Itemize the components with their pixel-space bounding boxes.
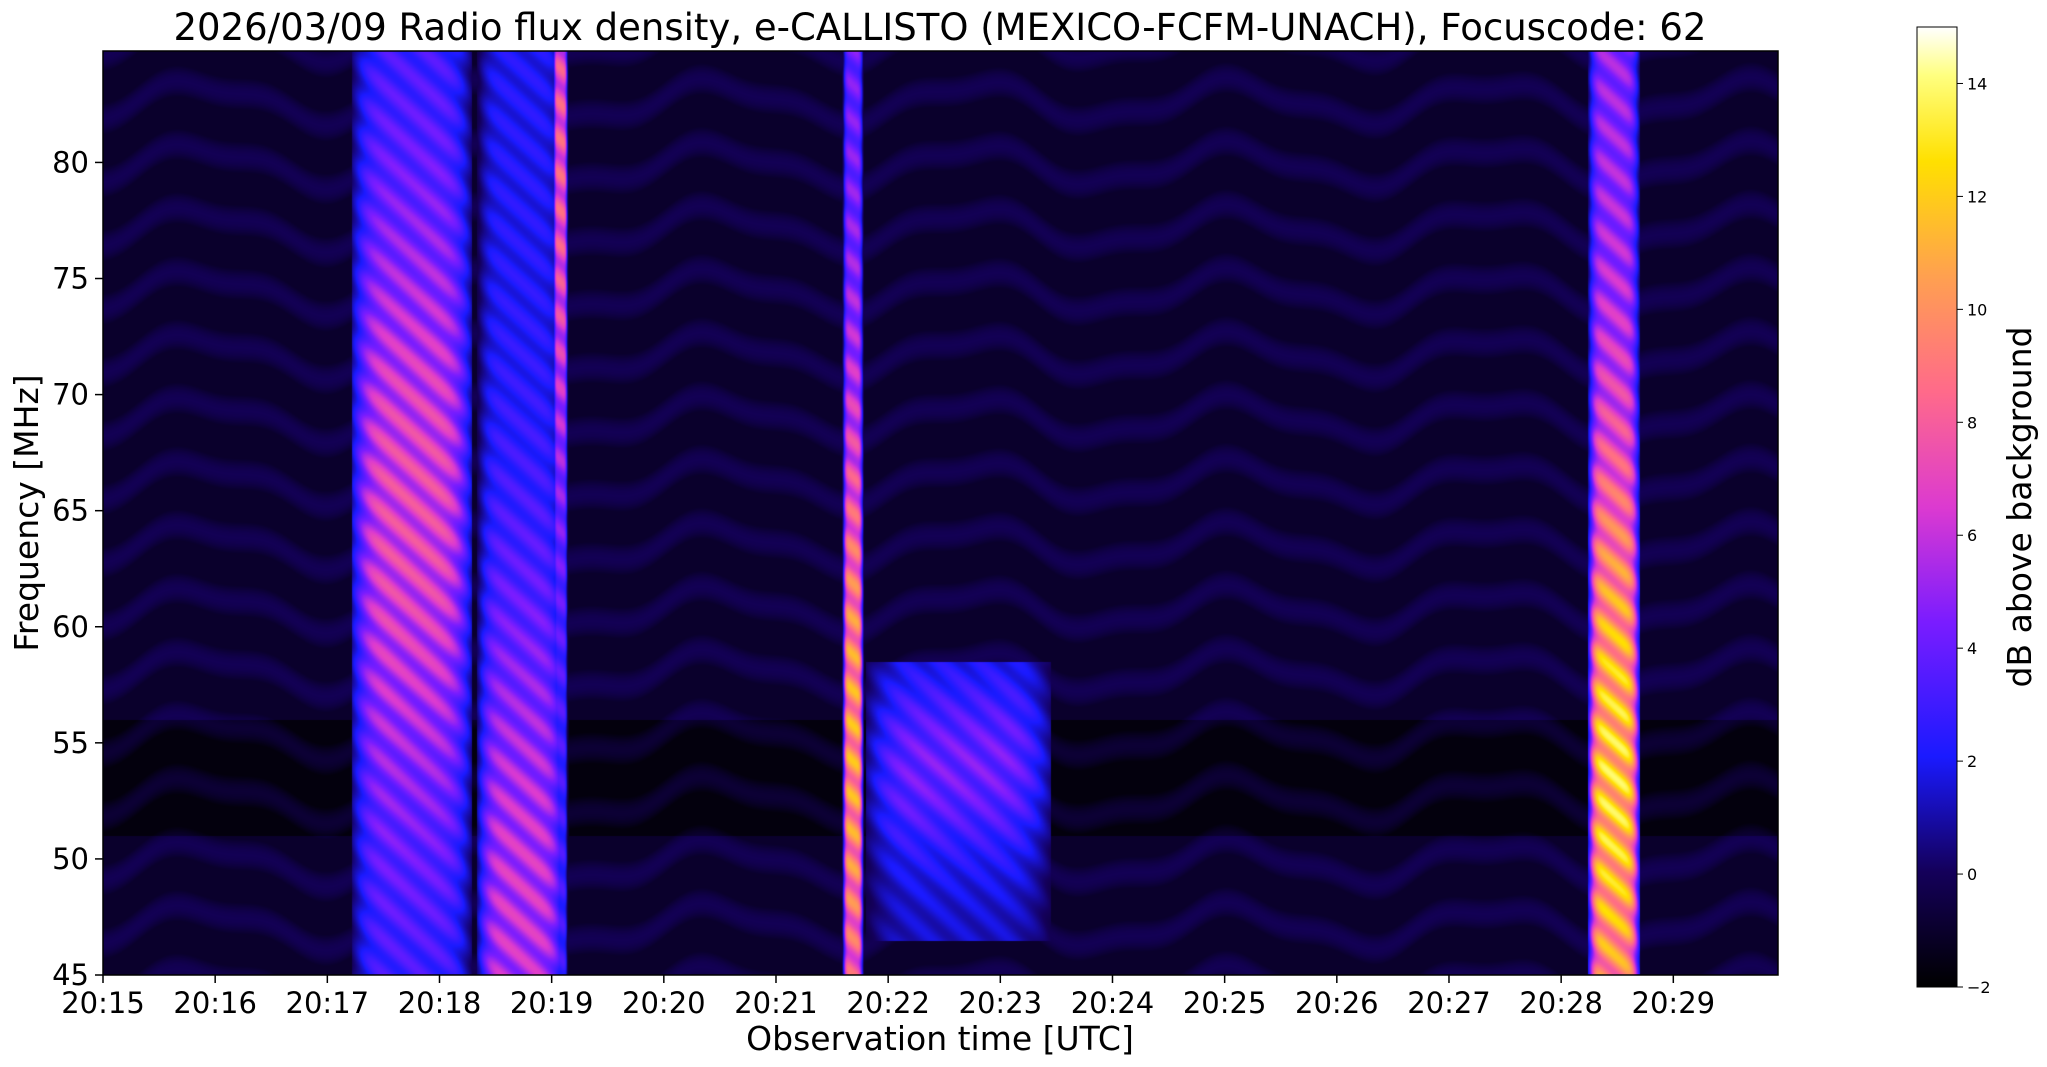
colorbar-ticks: −2 0 2 4 6 8 10 12 14 bbox=[1957, 74, 1991, 997]
x-tick-label: 20:29 bbox=[1632, 986, 1716, 1020]
y-tick-label: 45 bbox=[52, 958, 89, 992]
x-tick-label: 20:22 bbox=[846, 986, 930, 1020]
x-tick-label: 20:21 bbox=[734, 986, 818, 1020]
colorbar-tick-label: −2 bbox=[1967, 978, 1991, 997]
y-tick-label: 80 bbox=[52, 145, 89, 179]
x-axis-label: Observation time [UTC] bbox=[746, 1019, 1134, 1058]
y-axis: 45 50 55 60 65 70 75 80 bbox=[52, 145, 103, 992]
x-tick-label: 20:20 bbox=[622, 986, 706, 1020]
x-tick-label: 20:24 bbox=[1071, 986, 1155, 1020]
y-tick-label: 50 bbox=[52, 842, 89, 876]
y-tick-label: 60 bbox=[52, 610, 89, 644]
x-tick-label: 20:28 bbox=[1519, 986, 1603, 1020]
plot-area bbox=[102, 50, 1779, 976]
colorbar-tick-label: 12 bbox=[1967, 187, 1987, 206]
x-tick-label: 20:23 bbox=[959, 986, 1043, 1020]
colorbar-tick-label: 10 bbox=[1967, 300, 1987, 319]
x-tick-label: 20:15 bbox=[61, 986, 145, 1020]
colorbar-tick-label: 4 bbox=[1967, 639, 1977, 658]
y-axis-label: Frequency [MHz] bbox=[7, 374, 46, 651]
x-tick-label: 20:17 bbox=[286, 986, 370, 1020]
colorbar: −2 0 2 4 6 8 10 12 14 dB above background bbox=[1916, 26, 2039, 997]
colorbar-tick-label: 6 bbox=[1967, 526, 1977, 545]
y-tick-label: 65 bbox=[52, 494, 89, 528]
x-tick-label: 20:19 bbox=[510, 986, 594, 1020]
colorbar-label: dB above background bbox=[2000, 327, 2039, 688]
x-tick-label: 20:27 bbox=[1407, 986, 1491, 1020]
spectrogram-heatmap bbox=[103, 51, 1778, 975]
colorbar-tick-label: 8 bbox=[1967, 413, 1977, 432]
y-tick-label: 75 bbox=[52, 262, 89, 296]
x-tick-label: 20:18 bbox=[398, 986, 482, 1020]
x-tick-label: 20:25 bbox=[1183, 986, 1267, 1020]
x-axis: 20:15 20:16 20:17 20:18 20:19 20:20 20:21 20:22… bbox=[61, 975, 1715, 1020]
colorbar-tick-label: 14 bbox=[1967, 74, 1987, 93]
colorbar-gradient bbox=[1916, 26, 1958, 988]
chart-title: 2026/03/09 Radio flux density, e-CALLIST… bbox=[174, 6, 1707, 49]
plot-frame bbox=[102, 50, 1779, 976]
y-tick-label: 55 bbox=[52, 726, 89, 760]
x-tick-label: 20:26 bbox=[1295, 986, 1379, 1020]
colorbar-tick-label: 2 bbox=[1967, 752, 1977, 771]
y-tick-label: 70 bbox=[52, 378, 89, 412]
x-tick-label: 20:16 bbox=[173, 986, 257, 1020]
colorbar-tick-label: 0 bbox=[1967, 865, 1977, 884]
